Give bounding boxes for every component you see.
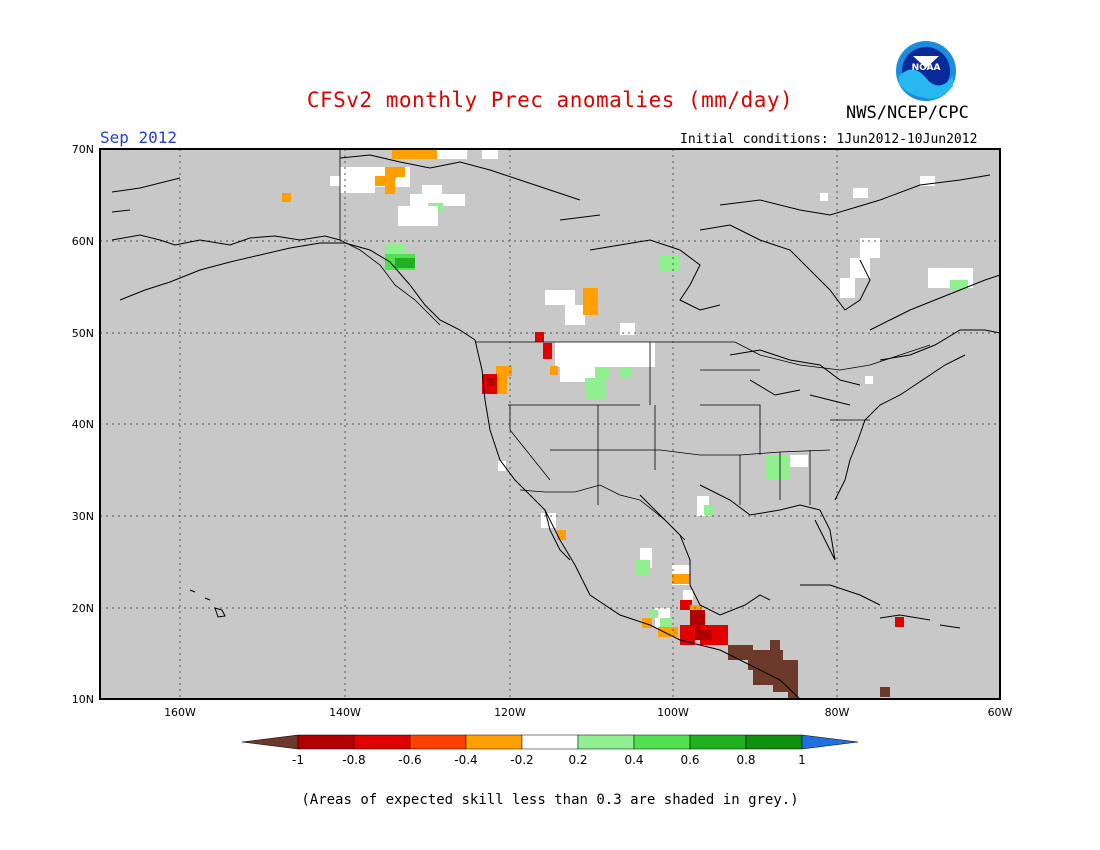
lat-label: 60N [71,235,94,248]
lat-label: 50N [71,327,94,340]
colorbar-label: 1 [798,753,806,767]
colorbar-label: 0.6 [680,753,700,767]
noaa-logo-icon: NOAA [896,41,956,101]
colorbar [241,734,859,750]
colorbar-label: -0.2 [510,753,534,767]
anomaly-layer [282,149,973,699]
lon-label: 140W [329,706,361,719]
borders [339,150,931,541]
colorbar-label: -0.8 [342,753,366,767]
lon-label: 100W [657,706,689,719]
colorbar-high-arrow [801,734,859,750]
colorbar-label: 0.4 [624,753,644,767]
lon-label: 120W [494,706,526,719]
colorbar-label: -1 [292,753,304,767]
lat-label: 20N [71,602,94,615]
lon-label: 60W [987,706,1013,719]
colorbar-label: 0.8 [736,753,756,767]
lat-label: 40N [71,418,94,431]
colorbar-label: -0.6 [398,753,422,767]
lon-label: 80W [824,706,850,719]
coastlines [111,154,1001,700]
skill-note: (Areas of expected skill less than 0.3 a… [301,792,799,808]
colorbar-label: 0.2 [568,753,588,767]
lat-label: 30N [71,510,94,523]
colorbar-low-arrow [241,734,299,750]
agency-label: NWS/NCEP/CPC [846,103,969,123]
initial-conditions-label: Initial conditions: 1Jun2012-10Jun2012 [680,132,978,147]
svg-text:NOAA: NOAA [912,63,941,73]
lat-label: 10N [71,693,94,706]
lat-label: 70N [71,143,94,156]
gridlines [100,149,1000,699]
chart-title: CFSv2 monthly Prec anomalies (mm/day) [306,88,794,112]
colorbar-label: -0.4 [454,753,478,767]
month-label: Sep 2012 [100,128,178,147]
lon-label: 160W [164,706,196,719]
